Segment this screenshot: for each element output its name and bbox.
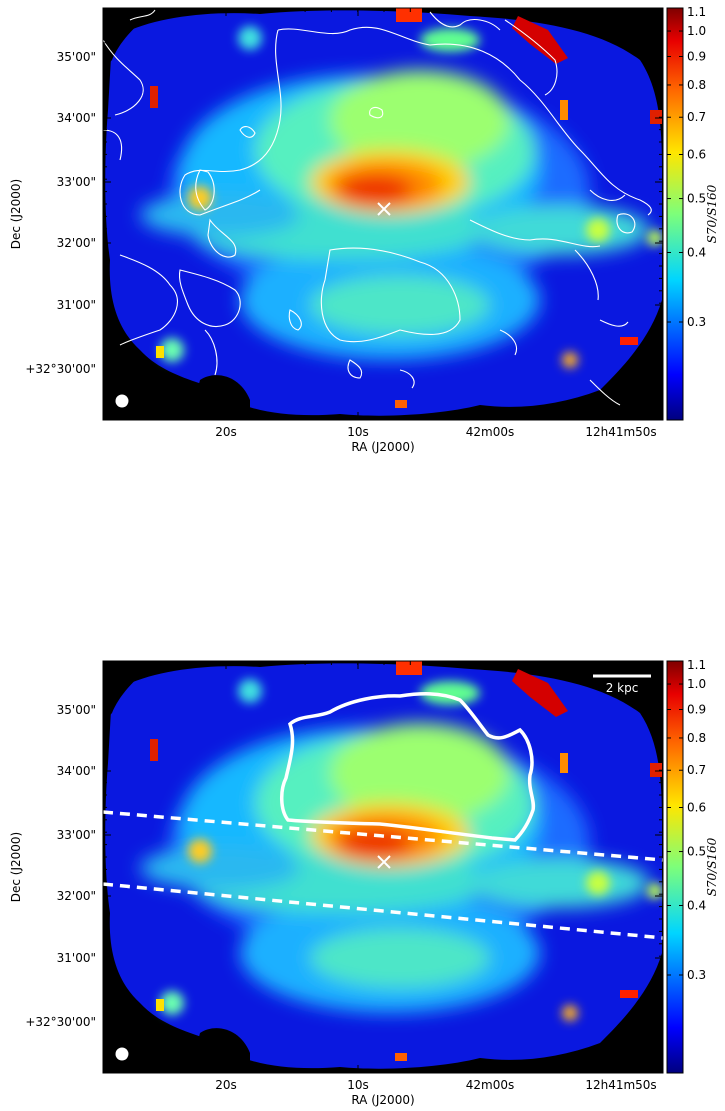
top-y-axis-label: Dec (J2000) xyxy=(9,179,23,249)
colorbar-tick-label: 0.8 xyxy=(687,731,706,745)
bottom-xtick-label: 42m00s xyxy=(466,1078,514,1092)
bottom-heatmap: 2 kpc xyxy=(103,661,663,1073)
outflow-region-outline xyxy=(280,692,536,842)
colorbar-tick-label: 0.6 xyxy=(687,147,706,161)
colorbar-tick-label: 0.9 xyxy=(687,49,706,63)
top-xtick-label: 12h41m50s xyxy=(585,425,656,439)
bottom-ytick-label: 34'00" xyxy=(57,764,96,778)
colorbar-tick-label: 0.5 xyxy=(687,192,706,206)
top-panel: 35'00" 34'00" 33'00" 32'00" 31'00" +32°3… xyxy=(9,5,719,454)
bottom-x-axis-label: RA (J2000) xyxy=(351,1093,414,1107)
bottom-y-axis-label: Dec (J2000) xyxy=(9,832,23,902)
bottom-ticks xyxy=(103,661,663,1073)
top-xtick-label: 20s xyxy=(215,425,237,439)
top-heatmap xyxy=(103,8,663,420)
colorbar-tick-label: 0.4 xyxy=(687,898,706,912)
colorbar-tick-label: 1.0 xyxy=(687,24,706,38)
colorbar-tick-label: 0.7 xyxy=(687,110,706,124)
top-contours xyxy=(103,9,652,406)
bottom-colorbar-ticks: 0.3 0.4 0.5 0.6 0.7 0.8 0.9 1.0 1.1 xyxy=(667,658,706,982)
bottom-xtick-label: 10s xyxy=(347,1078,369,1092)
top-ticks xyxy=(103,8,663,420)
bottom-center-marker xyxy=(377,855,391,869)
top-frame xyxy=(102,7,664,421)
top-colorbar-ticks: 0.3 0.4 0.5 0.6 0.7 0.8 0.9 1.0 1.1 xyxy=(667,5,706,329)
top-ytick-label: 34'00" xyxy=(57,111,96,125)
bottom-colorbar-label: S70/S160 xyxy=(705,837,719,896)
bottom-frame xyxy=(102,660,664,1074)
top-ytick-label: 32'00" xyxy=(57,236,96,250)
top-center-marker xyxy=(377,202,391,216)
top-x-axis-label: RA (J2000) xyxy=(351,440,414,454)
disk-boundary-upper xyxy=(103,810,663,862)
top-ytick-label: 35'00" xyxy=(57,50,96,64)
colorbar-tick-label: 1.1 xyxy=(687,658,706,672)
top-beam-circle xyxy=(115,394,129,408)
colorbar-tick-label: 0.3 xyxy=(687,968,706,982)
colorbar-tick-label: 0.7 xyxy=(687,763,706,777)
colorbar-tick-label: 0.3 xyxy=(687,315,706,329)
colorbar-tick-label: 0.9 xyxy=(687,702,706,716)
colorbar-tick-label: 0.8 xyxy=(687,78,706,92)
top-ytick-label: 33'00" xyxy=(57,175,96,189)
bottom-beam-circle xyxy=(115,1047,129,1061)
colorbar-tick-label: 0.6 xyxy=(687,800,706,814)
bottom-xtick-label: 12h41m50s xyxy=(585,1078,656,1092)
scale-bar-label: 2 kpc xyxy=(606,681,639,695)
top-colorbar-label: S70/S160 xyxy=(705,184,719,243)
bottom-ytick-label: 31'00" xyxy=(57,951,96,965)
top-xtick-label: 42m00s xyxy=(466,425,514,439)
top-colorbar xyxy=(666,7,684,421)
colorbar-tick-label: 0.4 xyxy=(687,245,706,259)
bottom-xtick-label: 20s xyxy=(215,1078,237,1092)
colorbar-tick-label: 0.5 xyxy=(687,845,706,859)
top-ytick-label: 31'00" xyxy=(57,298,96,312)
bottom-colorbar xyxy=(666,660,684,1074)
bottom-panel: 2 kpc 35'00" 34'00" 33'00" 32'00" 31'00"… xyxy=(9,658,719,1107)
bottom-ytick-label: 33'00" xyxy=(57,828,96,842)
bottom-ytick-label: +32°30'00" xyxy=(25,1015,96,1029)
top-ytick-label: +32°30'00" xyxy=(25,362,96,376)
bottom-ytick-label: 35'00" xyxy=(57,703,96,717)
disk-boundary-lower xyxy=(103,882,663,940)
bottom-ytick-label: 32'00" xyxy=(57,889,96,903)
top-xtick-label: 10s xyxy=(347,425,369,439)
colorbar-tick-label: 1.0 xyxy=(687,677,706,691)
colorbar-tick-label: 1.1 xyxy=(687,5,706,19)
